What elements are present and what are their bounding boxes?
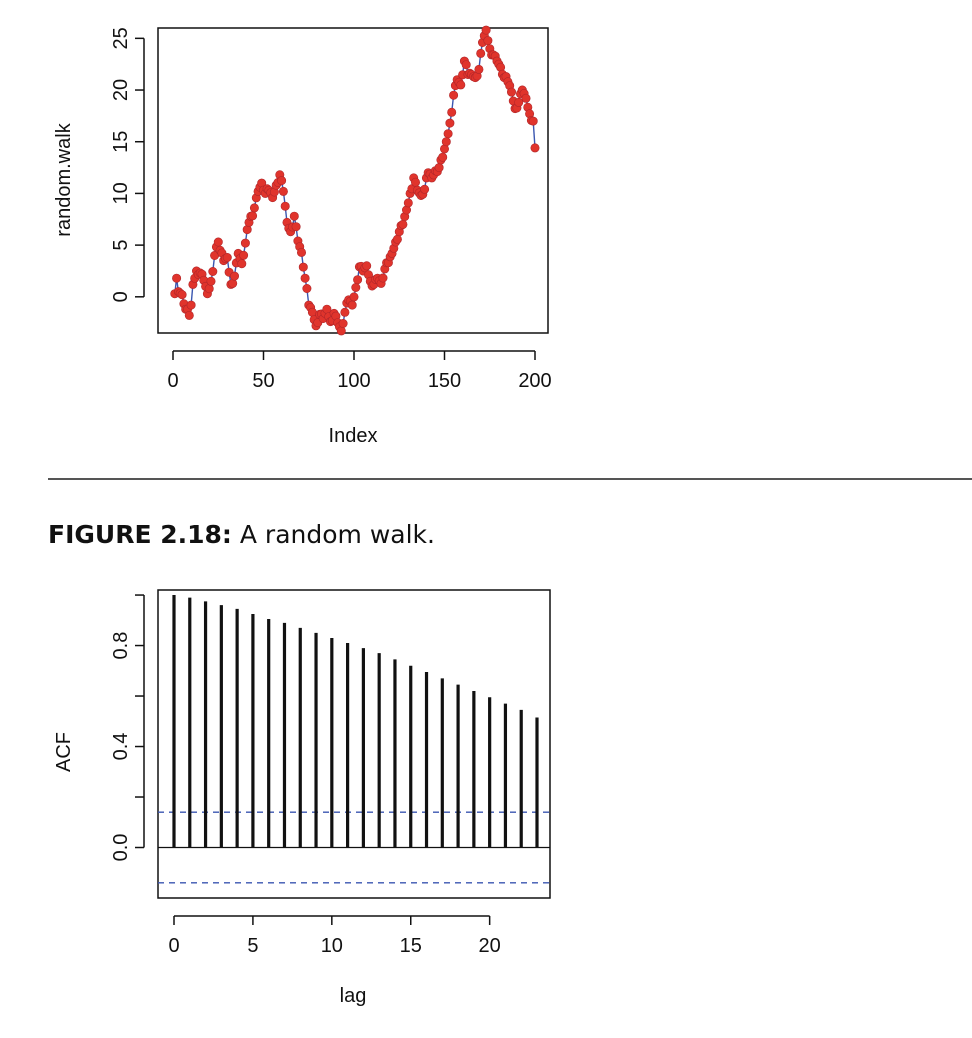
acf-x-tick-label: 10 bbox=[321, 935, 343, 957]
data-point bbox=[528, 116, 538, 126]
y-tick-label: 10 bbox=[110, 182, 132, 204]
data-point bbox=[481, 25, 491, 35]
data-point bbox=[239, 250, 249, 260]
data-point bbox=[204, 284, 214, 294]
data-point bbox=[445, 118, 455, 128]
y-tick-label: 5 bbox=[110, 240, 132, 251]
data-point bbox=[392, 234, 402, 244]
random-walk-series bbox=[170, 25, 540, 336]
acf-x-tick-label: 15 bbox=[400, 935, 422, 957]
x-tick-label: 50 bbox=[252, 370, 274, 392]
acf-y-axis-label: ACF bbox=[53, 732, 75, 772]
data-point bbox=[206, 276, 216, 286]
data-point bbox=[208, 266, 218, 276]
data-point bbox=[277, 176, 287, 186]
data-point bbox=[461, 60, 471, 70]
data-point bbox=[476, 48, 486, 58]
data-point bbox=[398, 219, 408, 229]
data-point bbox=[213, 237, 223, 247]
data-point bbox=[296, 247, 306, 257]
figure-caption-label: FIGURE 2.18: bbox=[48, 520, 232, 549]
data-point bbox=[237, 259, 247, 269]
acf-y-tick-label: 0.8 bbox=[110, 632, 132, 660]
x-tick-label: 0 bbox=[167, 370, 178, 392]
data-point bbox=[441, 137, 451, 147]
data-point bbox=[278, 186, 288, 196]
data-point bbox=[289, 211, 299, 221]
data-point bbox=[302, 283, 312, 293]
data-point bbox=[228, 278, 238, 288]
acf-y-tick-label: 0.4 bbox=[110, 733, 132, 761]
x-tick-label: 200 bbox=[518, 370, 551, 392]
data-point bbox=[177, 290, 187, 300]
data-point bbox=[248, 211, 258, 221]
figure-caption: FIGURE 2.18: A random walk. bbox=[48, 520, 435, 549]
data-point bbox=[300, 273, 310, 283]
acf-x-tick-label: 20 bbox=[479, 935, 501, 957]
data-point bbox=[340, 307, 350, 317]
data-point bbox=[483, 36, 493, 46]
y-tick-label: 15 bbox=[110, 131, 132, 153]
y-tick-label: 25 bbox=[110, 27, 132, 49]
data-point bbox=[347, 300, 357, 310]
data-point bbox=[420, 184, 430, 194]
acf-x-axis-label: lag bbox=[340, 985, 367, 1007]
data-point bbox=[186, 300, 196, 310]
data-point bbox=[530, 143, 540, 153]
data-point bbox=[230, 271, 240, 281]
data-point bbox=[291, 222, 301, 232]
data-point bbox=[514, 97, 524, 107]
data-point bbox=[362, 261, 372, 271]
acf-chart: 0 5 10 15 20 0.0 0.4 0.8 lag ACF bbox=[53, 589, 551, 1007]
data-point bbox=[434, 163, 444, 173]
data-point bbox=[449, 90, 459, 100]
data-point bbox=[447, 107, 457, 117]
data-point bbox=[456, 80, 466, 90]
data-point bbox=[474, 64, 484, 74]
y-tick-label: 0 bbox=[110, 291, 132, 302]
acf-axes: 0 5 10 15 20 0.0 0.4 0.8 bbox=[110, 594, 501, 957]
data-point bbox=[172, 273, 182, 283]
data-point bbox=[298, 262, 308, 272]
data-point bbox=[249, 203, 259, 213]
data-point bbox=[403, 198, 413, 208]
plot-frame bbox=[157, 27, 549, 334]
data-point bbox=[222, 253, 232, 263]
data-point bbox=[353, 275, 363, 285]
x-tick-label: 100 bbox=[337, 370, 370, 392]
y-tick-label: 20 bbox=[110, 79, 132, 101]
data-point bbox=[240, 238, 250, 248]
data-point bbox=[506, 87, 516, 97]
acf-series bbox=[158, 595, 550, 884]
data-point bbox=[338, 318, 348, 328]
random-walk-axes: 0 50 100 150 200 0 5 10 15 20 25 bbox=[110, 27, 552, 392]
data-point bbox=[349, 292, 359, 302]
data-point bbox=[521, 93, 531, 103]
data-point bbox=[410, 177, 420, 187]
random-walk-chart: 0 50 100 150 200 0 5 10 15 20 25 Index random.walk bbox=[53, 25, 552, 447]
data-point bbox=[280, 201, 290, 211]
data-point bbox=[378, 273, 388, 283]
acf-y-tick-label: 0.0 bbox=[110, 834, 132, 862]
acf-x-tick-label: 5 bbox=[247, 935, 258, 957]
data-point bbox=[443, 129, 453, 139]
acf-x-tick-label: 0 bbox=[168, 935, 179, 957]
y-axis-label: random.walk bbox=[53, 122, 75, 236]
acf-plot-frame bbox=[157, 589, 551, 899]
x-axis-label: Index bbox=[329, 425, 378, 447]
data-point bbox=[351, 282, 361, 292]
data-point bbox=[336, 326, 346, 336]
data-point bbox=[184, 310, 194, 320]
data-point bbox=[438, 152, 448, 162]
section-divider bbox=[48, 478, 972, 480]
x-tick-label: 150 bbox=[428, 370, 461, 392]
figure-caption-text: A random walk. bbox=[231, 520, 435, 549]
